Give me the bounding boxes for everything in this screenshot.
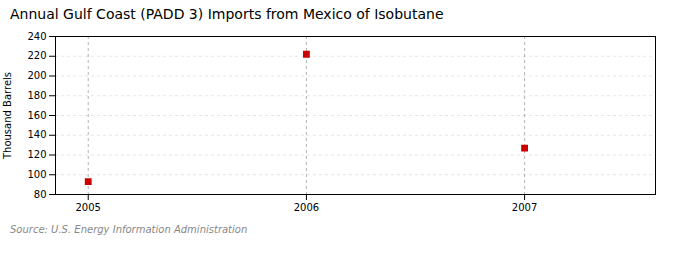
svg-text:200: 200 <box>27 70 46 81</box>
svg-text:120: 120 <box>27 149 46 160</box>
svg-text:2007: 2007 <box>512 202 537 213</box>
svg-text:80: 80 <box>34 189 47 200</box>
svg-text:180: 180 <box>27 90 46 101</box>
html-text:Source: U.S. Energy Informatio: Source: U.S. Energy Information Administ… <box>10 224 248 235</box>
svg-text:140: 140 <box>27 129 46 140</box>
svg-text:2006: 2006 <box>294 202 319 213</box>
svg-text:100: 100 <box>27 169 46 180</box>
html-text:Annual Gulf Coast (PADD 3) Imp: Annual Gulf Coast (PADD 3) Imports from … <box>10 6 444 22</box>
svg-text:220: 220 <box>27 50 46 61</box>
svg-text:240: 240 <box>27 31 46 42</box>
svg-text:Thousand Barrels: Thousand Barrels <box>2 72 13 160</box>
svg-text:160: 160 <box>27 110 46 121</box>
svg-text:2005: 2005 <box>76 202 101 213</box>
